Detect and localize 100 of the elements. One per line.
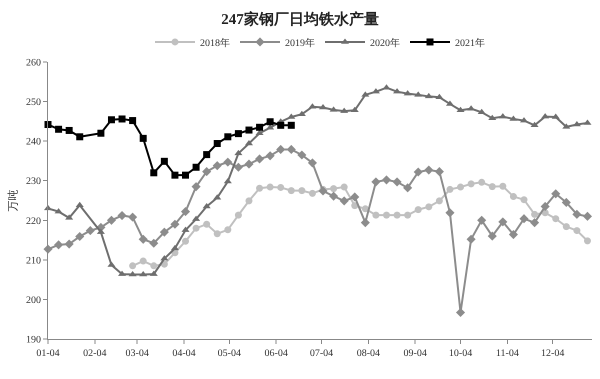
point bbox=[180, 207, 190, 216]
point bbox=[277, 122, 284, 129]
point bbox=[160, 158, 168, 165]
point bbox=[434, 167, 444, 176]
point bbox=[498, 217, 508, 226]
point bbox=[424, 92, 433, 98]
point bbox=[55, 126, 62, 133]
point bbox=[234, 162, 243, 172]
point bbox=[212, 161, 222, 170]
point bbox=[371, 177, 380, 186]
point bbox=[382, 175, 392, 184]
point bbox=[256, 184, 264, 192]
point bbox=[203, 151, 210, 158]
point bbox=[255, 154, 264, 164]
x-tick-label: 05-04 bbox=[218, 348, 241, 359]
point bbox=[508, 230, 518, 240]
point bbox=[519, 214, 529, 224]
point bbox=[477, 216, 486, 225]
point bbox=[64, 239, 74, 249]
point bbox=[202, 167, 212, 176]
point bbox=[150, 262, 158, 270]
point bbox=[350, 192, 360, 202]
point bbox=[288, 187, 295, 194]
point bbox=[140, 134, 147, 142]
point bbox=[170, 220, 180, 229]
y-tick-label: 210 bbox=[26, 255, 41, 266]
point bbox=[318, 186, 328, 196]
legend-label: 2021年 bbox=[455, 36, 485, 49]
point bbox=[202, 202, 211, 208]
point bbox=[266, 118, 274, 126]
point bbox=[530, 122, 539, 128]
point bbox=[150, 169, 158, 176]
point bbox=[75, 232, 84, 242]
point bbox=[329, 192, 338, 201]
point bbox=[66, 126, 73, 134]
point bbox=[245, 197, 252, 204]
point bbox=[551, 189, 560, 198]
point bbox=[468, 180, 475, 188]
point bbox=[234, 150, 242, 156]
point bbox=[149, 238, 158, 248]
point bbox=[478, 108, 486, 114]
point bbox=[223, 158, 232, 167]
point bbox=[224, 133, 232, 140]
point bbox=[414, 206, 422, 214]
point bbox=[350, 106, 359, 112]
point bbox=[562, 223, 570, 230]
point bbox=[297, 150, 306, 160]
point bbox=[562, 123, 570, 129]
point bbox=[457, 184, 464, 191]
legend-label: 2020年 bbox=[370, 36, 400, 49]
point bbox=[573, 227, 580, 234]
point bbox=[192, 182, 201, 192]
point bbox=[308, 158, 317, 168]
point bbox=[424, 165, 434, 175]
x-tick-label: 03-04 bbox=[125, 348, 149, 359]
point bbox=[128, 212, 138, 222]
point bbox=[106, 216, 116, 225]
point bbox=[340, 184, 348, 191]
point bbox=[360, 218, 370, 228]
point bbox=[138, 234, 148, 244]
point bbox=[531, 210, 538, 218]
point bbox=[392, 177, 402, 186]
point bbox=[266, 151, 275, 160]
point bbox=[582, 212, 592, 221]
point bbox=[286, 144, 296, 154]
point bbox=[108, 116, 115, 124]
point bbox=[276, 144, 286, 154]
x-tick-label: 07-04 bbox=[310, 348, 334, 359]
point bbox=[214, 230, 221, 238]
point bbox=[118, 115, 126, 122]
point bbox=[394, 212, 401, 219]
point bbox=[170, 244, 179, 250]
point bbox=[277, 184, 284, 191]
point bbox=[510, 193, 517, 200]
y-tick-label: 260 bbox=[26, 58, 41, 68]
point bbox=[65, 214, 74, 220]
point bbox=[244, 160, 254, 169]
point bbox=[192, 224, 200, 232]
point bbox=[340, 196, 349, 206]
point bbox=[234, 212, 242, 219]
point bbox=[520, 196, 528, 204]
point bbox=[256, 124, 264, 131]
y-axis-title: 万吨 bbox=[6, 190, 20, 212]
point bbox=[478, 178, 486, 186]
x-tick-label: 12-04 bbox=[541, 348, 564, 359]
point bbox=[117, 210, 127, 220]
legend-label: 2019年 bbox=[285, 36, 315, 49]
x-tick-label: 08-04 bbox=[356, 348, 380, 359]
point bbox=[97, 130, 104, 137]
point bbox=[76, 133, 84, 140]
point bbox=[182, 238, 190, 245]
point bbox=[245, 126, 252, 134]
point bbox=[140, 258, 147, 265]
x-tick-label: 09-04 bbox=[404, 348, 427, 359]
point bbox=[414, 167, 423, 177]
y-tick-label: 200 bbox=[26, 294, 41, 306]
point bbox=[129, 117, 136, 124]
point bbox=[499, 182, 506, 190]
point bbox=[203, 220, 210, 228]
point bbox=[308, 190, 316, 197]
